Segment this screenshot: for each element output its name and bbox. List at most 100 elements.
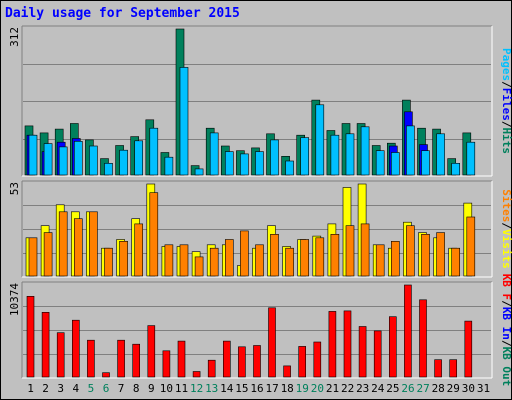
bar-pages-day-19	[300, 137, 310, 176]
bar-kb-f-day-11	[177, 340, 186, 378]
bar-kb-f-day-8	[132, 343, 140, 378]
bar-kb-f-day-4	[72, 319, 80, 378]
bar-kb-f-day-22	[343, 310, 352, 378]
bar-sites-day-20	[315, 237, 325, 277]
x-label-day-3: 3	[57, 382, 64, 395]
x-label-day-14: 14	[220, 382, 234, 395]
bar-pages-day-17	[270, 139, 279, 176]
x-label-day-7: 7	[118, 382, 125, 395]
x-label-day-23: 23	[356, 382, 369, 395]
bar-pages-day-16	[255, 151, 264, 176]
bar-sites-day-14	[225, 239, 234, 277]
bar-sites-day-30	[466, 216, 476, 277]
bar-sites-day-29	[451, 247, 461, 277]
bar-kb-f-day-17	[268, 307, 276, 378]
y-max-label: 312	[8, 27, 21, 47]
bar-sites-day-26	[406, 225, 415, 277]
bar-sites-day-21	[330, 234, 340, 277]
bar-sites-day-9	[149, 192, 159, 277]
bar-sites-day-10	[164, 244, 174, 277]
bar-sites-day-24	[375, 244, 385, 277]
bar-kb-f-day-6	[102, 372, 110, 378]
bar-pages-day-14	[225, 151, 234, 176]
bar-kb-f-day-19	[298, 346, 307, 378]
bar-pages-day-20	[315, 104, 325, 176]
bar-pages-day-3	[58, 146, 68, 176]
bar-sites-day-2	[43, 232, 53, 277]
bar-pages-day-10	[164, 156, 174, 176]
x-label-day-16: 16	[250, 382, 263, 395]
bar-pages-day-6	[104, 163, 113, 176]
panel-legend: Pages/Files/Hits	[500, 48, 512, 154]
x-label-day-5: 5	[88, 382, 95, 395]
x-label-day-1: 1	[27, 382, 34, 395]
legend-part: KB In	[500, 307, 512, 340]
bar-kb-f-day-25	[388, 316, 397, 378]
bar-kb-f-day-23	[358, 326, 367, 378]
bar-sites-day-8	[134, 223, 143, 277]
bar-kb-f-day-5	[87, 339, 95, 378]
bar-pages-day-8	[134, 140, 143, 176]
bar-kb-f-day-10	[162, 350, 171, 378]
x-label-day-17: 17	[265, 382, 278, 395]
x-label-day-18: 18	[281, 382, 294, 395]
legend-part: Sites	[500, 189, 512, 222]
bar-sites-day-13	[209, 247, 219, 277]
bar-pages-day-9	[149, 127, 159, 176]
legend-part: /	[500, 340, 512, 347]
legend-part: Files	[500, 88, 512, 121]
bar-pages-day-25	[390, 152, 400, 176]
x-label-day-28: 28	[432, 382, 445, 395]
bar-kb-f-day-12	[192, 371, 201, 378]
bar-kb-f-day-3	[56, 332, 65, 378]
bar-pages-day-15	[240, 153, 249, 176]
bar-kb-f-day-30	[464, 320, 473, 378]
x-label-day-4: 4	[72, 382, 79, 395]
bar-pages-day-11	[179, 67, 189, 176]
bar-pages-day-7	[119, 149, 128, 176]
x-label-day-24: 24	[371, 382, 385, 395]
x-label-day-30: 30	[462, 382, 475, 395]
bar-kb-f-day-29	[449, 359, 458, 378]
bar-kb-f-day-21	[328, 311, 337, 378]
legend-part: Hits	[500, 128, 512, 155]
x-label-day-22: 22	[341, 382, 354, 395]
bar-kb-f-day-16	[253, 345, 261, 378]
bar-pages-day-18	[285, 160, 294, 176]
bar-pages-day-29	[451, 163, 461, 176]
panel-legend: Sites/Visits	[500, 189, 512, 269]
bar-sites-day-4	[74, 218, 83, 277]
x-label-day-6: 6	[103, 382, 110, 395]
bar-sites-day-16	[255, 244, 264, 277]
bar-sites-day-3	[58, 211, 68, 277]
x-label-day-25: 25	[386, 382, 399, 395]
bar-kb-f-day-7	[117, 339, 125, 378]
x-axis-day-labels: 1 2 3 4 5 6 7 8 9 10 11 12 13 14 15 16 17 18 19 20 21 22 23 24 2…	[27, 382, 490, 395]
x-label-day-11: 11	[175, 382, 188, 395]
bar-pages-day-28	[436, 133, 445, 176]
bar-pages-day-22	[345, 133, 355, 176]
bar-pages-day-13	[209, 132, 219, 176]
bar-sites-day-15	[240, 230, 249, 277]
bar-kb-f-day-1	[26, 295, 35, 378]
legend-part: /	[500, 81, 512, 88]
bar-pages-day-4	[74, 141, 83, 176]
x-label-day-31: 31	[477, 382, 490, 395]
bar-pages-day-27	[421, 150, 430, 176]
legend-part: /	[500, 222, 512, 229]
bar-kb-f-day-27	[419, 299, 427, 378]
x-label-day-10: 10	[160, 382, 173, 395]
bar-sites-day-17	[270, 234, 279, 277]
bar-kb-f-day-20	[313, 341, 322, 378]
bar-sites-day-25	[390, 241, 400, 277]
bar-pages-day-30	[466, 141, 476, 176]
bar-pages-day-26	[406, 125, 415, 176]
x-label-day-27: 27	[416, 382, 429, 395]
x-label-day-15: 15	[235, 382, 248, 395]
bar-sites-day-23	[360, 223, 370, 277]
chart-bars	[24, 28, 476, 378]
bar-kb-f-day-24	[373, 330, 382, 378]
x-label-day-12: 12	[190, 382, 203, 395]
x-label-day-13: 13	[205, 382, 218, 395]
